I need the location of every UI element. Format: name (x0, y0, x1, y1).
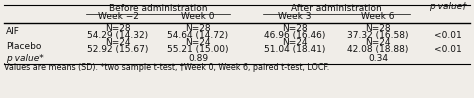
Text: N=24: N=24 (185, 38, 211, 47)
Text: 42.08 (18.88): 42.08 (18.88) (347, 45, 409, 54)
Text: 51.04 (18.41): 51.04 (18.41) (264, 45, 326, 54)
Text: 37.32 (16.58): 37.32 (16.58) (347, 30, 409, 39)
Text: Placebo: Placebo (6, 41, 41, 50)
Text: AIF: AIF (6, 27, 20, 36)
Text: After administration: After administration (291, 4, 382, 13)
Text: N=24: N=24 (365, 38, 391, 47)
Text: N=28: N=28 (282, 24, 308, 33)
Text: Week 3: Week 3 (278, 12, 312, 21)
Text: 0.34: 0.34 (368, 54, 388, 63)
Text: <0.01: <0.01 (434, 30, 462, 39)
Text: 55.21 (15.00): 55.21 (15.00) (167, 45, 229, 54)
Text: N=24: N=24 (282, 38, 308, 47)
Text: N=24: N=24 (105, 38, 131, 47)
Text: p value†: p value† (429, 1, 467, 10)
Text: Week 6: Week 6 (361, 12, 395, 21)
Text: p value*: p value* (6, 54, 44, 63)
Text: <0.01: <0.01 (434, 45, 462, 54)
Text: 52.92 (15.67): 52.92 (15.67) (87, 45, 149, 54)
Text: N=28: N=28 (185, 24, 211, 33)
Text: Week −2: Week −2 (98, 12, 138, 21)
Text: Week 0: Week 0 (181, 12, 215, 21)
Text: N=28: N=28 (105, 24, 131, 33)
Text: Before administration: Before administration (109, 4, 207, 13)
Text: Values are means (SD). *two sample t-test, †Week 0, Week 6, paired t-test, LOCF.: Values are means (SD). *two sample t-tes… (4, 64, 329, 73)
Text: N=28: N=28 (365, 24, 391, 33)
Text: 46.96 (16.46): 46.96 (16.46) (264, 30, 326, 39)
Text: 54.29 (14.32): 54.29 (14.32) (87, 30, 148, 39)
Text: 0.89: 0.89 (188, 54, 208, 63)
Text: 54.64 (14.72): 54.64 (14.72) (167, 30, 228, 39)
